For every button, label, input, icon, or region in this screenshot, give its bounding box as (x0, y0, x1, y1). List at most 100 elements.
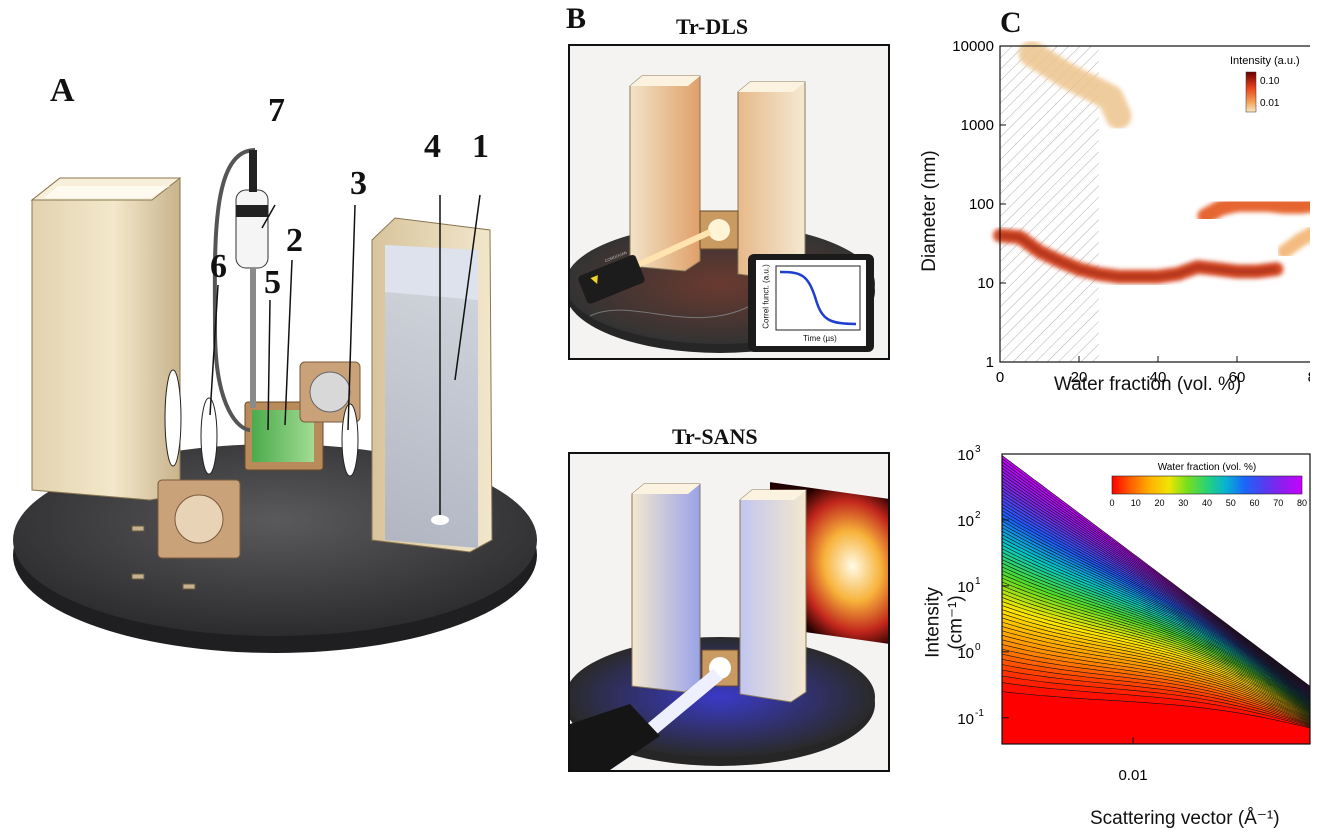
sans-curve (1002, 669, 1310, 727)
sans-curve (1002, 493, 1310, 695)
callout-2: 2 (286, 222, 303, 259)
sans-curve (1002, 682, 1310, 728)
sans-ytick-exponent: 1 (975, 576, 981, 587)
sans-colorbar-tick: 80 (1297, 498, 1307, 508)
sans-curve (1002, 601, 1310, 716)
sans-curve (1002, 534, 1310, 704)
sans-curve (1002, 541, 1310, 705)
sans-colorbar-tick: 30 (1178, 498, 1188, 508)
sans-ytick-exponent: 3 (975, 444, 981, 455)
sans-curve (1002, 581, 1310, 713)
sans-ytick-label: 10 (957, 513, 974, 530)
tr-sans-illustration (568, 452, 890, 772)
hatched-region (1000, 46, 1099, 362)
sans-curve (1002, 648, 1310, 724)
sans-curve (1002, 585, 1310, 713)
sans-colorbar-tick: 40 (1202, 498, 1212, 508)
correlation-curve-plot (775, 265, 861, 331)
heatmap-ytick-label: 10 (977, 275, 994, 292)
sans-xtick-label: 0.01 (1118, 767, 1147, 784)
sans-curve (1002, 517, 1310, 700)
sans-ytick-label: 10 (957, 579, 974, 596)
sans-curve (1002, 675, 1310, 727)
sans-curve (1002, 480, 1310, 693)
sans-curve (1002, 507, 1310, 698)
sans-curve (1002, 570, 1310, 711)
sans-curve (1002, 562, 1310, 709)
callout-7: 7 (268, 92, 285, 129)
sans-curve (1002, 527, 1310, 702)
screen-ylabel: Correl funct. (a.u.) (761, 264, 771, 329)
heatmap-ytick-label: 10000 (952, 40, 994, 55)
sans-curve (1002, 634, 1310, 722)
heatmap-xtick-label: 80 (1308, 369, 1310, 386)
sans-curve (1002, 691, 1310, 729)
heatmap-ylabel: Diameter (nm) (919, 150, 940, 272)
sans-curve (1002, 593, 1310, 715)
sans-curve (1002, 552, 1310, 707)
sans-colorbar-tick: 60 (1249, 498, 1259, 508)
sans-colorbar-tick: 50 (1226, 498, 1236, 508)
sans-colorbar (1111, 475, 1303, 495)
heatmap-colorbar-tick: 0.10 (1260, 76, 1280, 87)
heatmap-xtick-label: 60 (1229, 369, 1246, 386)
sans-curve (1002, 464, 1310, 689)
sans-curve (1002, 490, 1310, 695)
sans-curve (1002, 609, 1310, 718)
panel-b-letter: B (566, 2, 587, 35)
sans-curve (1002, 458, 1310, 688)
heatmap-colorbar-title: Intensity (a.u.) (1230, 55, 1300, 67)
sans-curve (1002, 617, 1310, 719)
heatmap-band-4 (1018, 40, 1132, 129)
sans-curves-group (1002, 455, 1310, 744)
tr-dls-title: Tr-DLS (676, 14, 749, 39)
sans-colorbar-tick: 0 (1109, 498, 1114, 508)
sans-curve (1002, 559, 1310, 709)
sans-ytick-label: 10 (957, 645, 974, 662)
sans-colorbar-tick: 20 (1154, 498, 1164, 508)
heatmap-chart: 0 20 40 60 80 1 10 100 1000 10000 Intensity (a.u.)… (952, 40, 1310, 386)
tablet-screen: Correl funct. (a.u.) Time (µs) (748, 254, 874, 352)
sans-curve (1002, 626, 1310, 720)
sans-ytick-label: 10 (957, 711, 974, 728)
callout-5: 5 (264, 264, 281, 301)
sans-curve (1002, 621, 1310, 720)
screen-xlabel: Time (µs) (803, 334, 837, 343)
panel-c-letter: C (1000, 6, 1022, 39)
sans-ylabel: Intensity (cm⁻¹) (922, 587, 967, 658)
heatmap-band-core (999, 233, 1277, 279)
sans-curve (1002, 589, 1310, 714)
sans-curve (1002, 477, 1310, 692)
sans-curve (1002, 467, 1310, 690)
sans-curve (1002, 664, 1310, 726)
sans-curve (1002, 658, 1310, 725)
sans-curve (1002, 597, 1310, 716)
sans-curve (1002, 613, 1310, 718)
heatmap-xtick-label: 20 (1071, 369, 1088, 386)
callout-6: 6 (210, 248, 227, 285)
sans-curve (1002, 497, 1310, 696)
sans-curve (1002, 503, 1310, 697)
sans-curve (1002, 510, 1310, 699)
sans-curve (1002, 577, 1310, 712)
sans-curve (1002, 455, 1310, 687)
sans-curve (1002, 524, 1310, 702)
panel-a-apparatus-illustration (13, 148, 537, 653)
heatmap-ytick-label: 100 (969, 196, 994, 213)
sans-curve (1002, 566, 1310, 710)
sans-curve (1002, 653, 1310, 725)
panel-a-letter: A (50, 72, 75, 109)
sans-curve (1002, 644, 1310, 723)
sans-curve (1002, 639, 1310, 722)
sans-curve (1002, 487, 1310, 694)
heatmap-band-2 (1197, 196, 1310, 225)
sans-curve (1002, 630, 1310, 721)
sans-fill-band (1002, 691, 1310, 744)
sans-curve (1002, 574, 1310, 711)
sans-xlabel-text: Scattering vector (Å⁻¹) (1090, 808, 1280, 829)
sans-curve (1002, 500, 1310, 697)
sans-colorbar-tick: 70 (1273, 498, 1283, 508)
sans-curve (1002, 530, 1310, 703)
heatmap-ytick-label: 1 (986, 354, 994, 371)
